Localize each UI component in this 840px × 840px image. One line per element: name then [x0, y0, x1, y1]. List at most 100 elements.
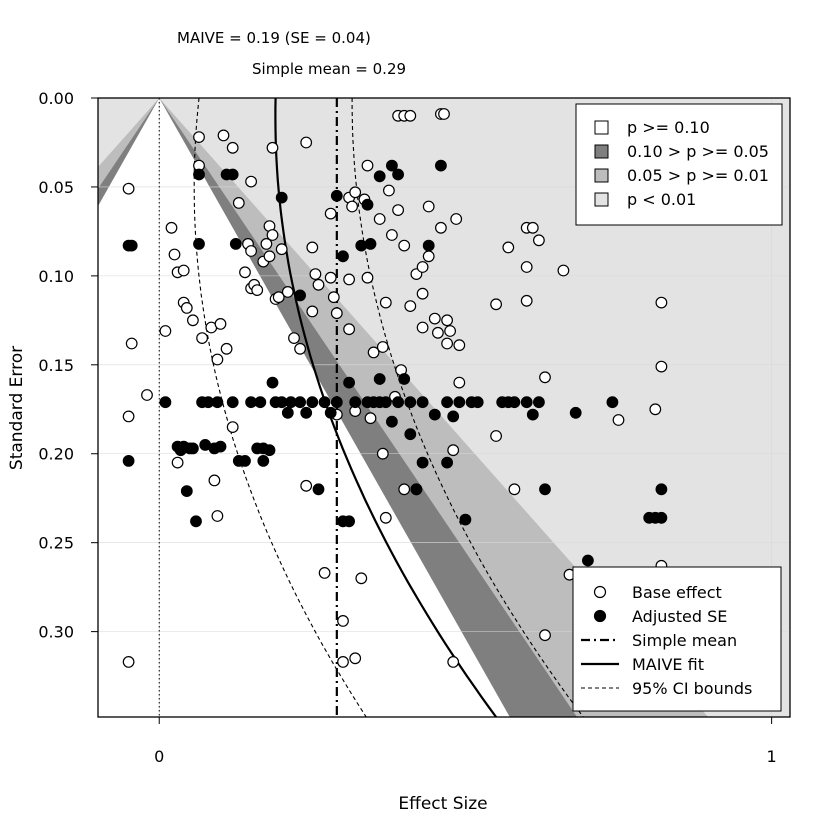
- base-effect-point: [141, 389, 153, 401]
- base-effect-point: [327, 291, 340, 304]
- base-effect-point: [447, 656, 460, 668]
- adjusted-se-point: [435, 159, 447, 172]
- base-effect-point: [450, 213, 463, 225]
- legend-label-p-ge-010: p >= 0.10: [627, 118, 710, 137]
- adjusted-se-point: [330, 189, 343, 202]
- base-effect-point: [383, 184, 395, 197]
- adjusted-se-point: [361, 198, 374, 211]
- x-tick-label: 1: [767, 747, 777, 766]
- y-tick-label: 0.00: [38, 89, 74, 108]
- adjusted-se-point: [343, 515, 356, 528]
- base-effect-point: [392, 204, 405, 217]
- contour-p-lt-001-left: [98, 98, 160, 168]
- base-effect-point: [306, 241, 319, 254]
- base-effect-point: [232, 196, 245, 209]
- adjusted-se-point: [337, 250, 349, 263]
- legend-label-p-lt-001: p < 0.01: [627, 190, 696, 209]
- base-effect-point: [539, 371, 551, 384]
- base-effect-point: [177, 264, 190, 277]
- base-effect-point: [337, 615, 349, 627]
- base-effect-point: [444, 325, 457, 337]
- adjusted-se-point: [159, 396, 172, 409]
- adjusted-se-point: [441, 456, 454, 469]
- base-effect-point: [168, 248, 181, 261]
- base-effect-point: [217, 129, 230, 142]
- base-effect-point: [122, 656, 135, 668]
- significance-contours: [98, 98, 790, 717]
- base-effect-point: [171, 456, 184, 469]
- legend-label-adjusted-se: Adjusted SE: [632, 607, 727, 626]
- adjusted-se-point: [533, 396, 545, 409]
- base-effect-point: [355, 572, 368, 585]
- base-effect-point: [533, 234, 545, 247]
- adjusted-se-point: [211, 396, 224, 409]
- base-effect-point: [526, 221, 539, 234]
- base-effect-point: [364, 412, 377, 425]
- base-effect-point: [263, 250, 276, 263]
- base-effect-point: [441, 314, 454, 327]
- base-effect-point: [324, 207, 337, 220]
- base-effect-point: [649, 403, 662, 416]
- legend-label-maive-fit: MAIVE fit: [632, 655, 704, 674]
- adjusted-se-point: [193, 168, 205, 181]
- base-effect-point: [435, 221, 447, 234]
- base-effect-point: [453, 376, 466, 389]
- base-effect-point: [438, 108, 450, 120]
- legend-marker-base-effect: [593, 585, 607, 599]
- adjusted-se-point: [226, 168, 239, 181]
- base-effect-point: [196, 332, 209, 345]
- base-effect-point: [376, 341, 389, 353]
- adjusted-se-point: [655, 511, 668, 524]
- base-effect-point: [379, 511, 392, 524]
- adjusted-se-point: [422, 239, 435, 252]
- base-effect-point: [330, 307, 343, 320]
- base-effect-point: [300, 479, 313, 492]
- adjusted-se-point: [343, 376, 356, 389]
- base-effect-point: [349, 652, 362, 665]
- base-effect-point: [404, 109, 417, 122]
- simple-mean-annotation: Simple mean = 0.29: [252, 60, 406, 78]
- base-effect-point: [251, 284, 264, 297]
- adjusted-se-point: [379, 396, 392, 409]
- adjusted-se-point: [404, 428, 417, 441]
- adjusted-se-point: [214, 440, 227, 453]
- y-axis-title: Standard Error: [7, 346, 27, 470]
- adjusted-se-point: [569, 406, 582, 419]
- y-axis: 0.00 0.05 0.10 0.15 0.20 0.25 0.30: [38, 89, 98, 642]
- adjusted-se-point: [263, 444, 276, 457]
- adjusted-se-point: [655, 483, 668, 496]
- base-effect-point: [186, 314, 199, 327]
- base-effect-point: [490, 298, 503, 311]
- adjusted-se-point: [441, 396, 454, 409]
- adjusted-se-point: [180, 485, 193, 498]
- base-effect-point: [226, 421, 239, 434]
- adjusted-se-point: [459, 513, 472, 526]
- base-effect-point: [180, 302, 193, 314]
- y-tick-label: 0.15: [38, 356, 74, 375]
- base-effect-point: [122, 182, 135, 195]
- base-effect-point: [376, 447, 389, 460]
- adjusted-se-point: [520, 396, 533, 409]
- x-axis-title: Effect Size: [398, 794, 487, 814]
- adjusted-se-point: [275, 191, 288, 204]
- legend-swatch-p-lt-001: [594, 192, 609, 207]
- base-effect-point: [520, 261, 533, 273]
- legend-swatch-p-005-001: [594, 168, 609, 183]
- base-effect-point: [502, 241, 515, 254]
- base-effect-point: [441, 337, 454, 350]
- contour-legend: p >= 0.10 0.10 > p >= 0.05 0.05 > p >= 0…: [575, 103, 783, 226]
- base-effect-point: [288, 332, 300, 345]
- base-effect-point: [122, 410, 135, 423]
- base-effect-point: [220, 342, 233, 355]
- adjusted-se-point: [229, 237, 242, 250]
- legend-label-simple-mean: Simple mean: [632, 631, 737, 650]
- adjusted-se-point: [606, 396, 619, 409]
- adjusted-se-point: [254, 396, 267, 409]
- y-tick-label: 0.25: [38, 534, 74, 553]
- base-effect-point: [490, 430, 503, 442]
- base-effect-point: [281, 286, 294, 298]
- base-effect-point: [361, 159, 374, 172]
- base-effect-point: [211, 510, 224, 522]
